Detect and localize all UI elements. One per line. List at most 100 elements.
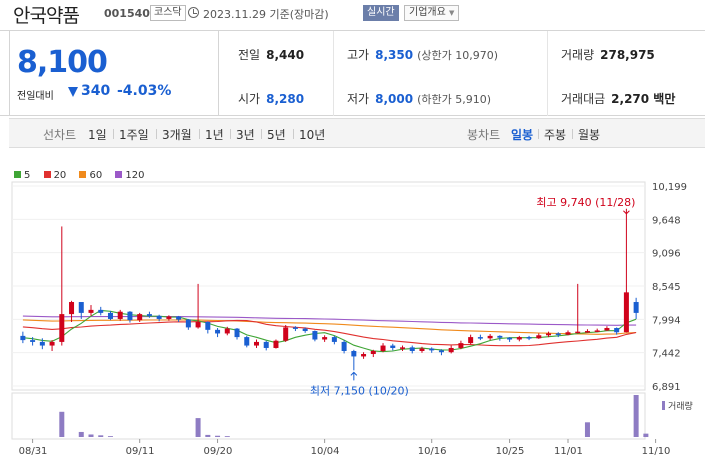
divider xyxy=(261,129,262,139)
metric-label: 저가 xyxy=(347,92,370,106)
ma5-line xyxy=(22,309,637,353)
metric-label: 고가 xyxy=(347,48,370,62)
candle-body xyxy=(409,347,415,351)
volume-bar xyxy=(195,418,201,437)
candle-body xyxy=(127,311,133,321)
candle-body xyxy=(380,345,386,351)
candle-body xyxy=(584,331,590,333)
period-1d[interactable]: 1일 xyxy=(88,128,107,142)
realtime-button[interactable]: 실시간 xyxy=(363,5,399,21)
divider xyxy=(230,129,231,139)
candle-body xyxy=(438,350,444,353)
period-10y[interactable]: 10년 xyxy=(299,128,326,142)
candle-body xyxy=(195,321,201,328)
metric-volume: 거래량 278,975 xyxy=(561,46,655,63)
candle-weekly[interactable]: 주봉 xyxy=(544,128,567,142)
candle-body xyxy=(400,347,406,349)
divider xyxy=(333,31,334,116)
period-3y[interactable]: 3년 xyxy=(236,128,255,142)
line-chart-label: 선차트 xyxy=(43,128,77,142)
candle-body xyxy=(331,337,337,342)
ma120-line xyxy=(22,315,637,326)
current-price-box: 8,100 전일대비 340 -4.03% xyxy=(9,31,219,116)
candle-body xyxy=(468,337,474,344)
candle-daily[interactable]: 일봉 xyxy=(511,128,534,142)
metric-low: 저가 8,000 (하한가 5,910) xyxy=(347,90,491,107)
volume-legend-swatch xyxy=(662,401,665,410)
down-triangle-icon xyxy=(68,87,78,97)
company-info-button[interactable]: 기업개요 ▼ xyxy=(404,5,460,21)
candle-body xyxy=(20,335,26,341)
candle-body xyxy=(205,321,211,330)
lower-limit: (하한가 5,910) xyxy=(417,93,491,106)
market-badge: 코스닥 xyxy=(150,5,186,21)
candle-body xyxy=(98,309,104,313)
candle-body xyxy=(39,341,45,346)
y-tick-label: 9,096 xyxy=(652,249,681,260)
metric-value: 8,280 xyxy=(266,92,305,106)
candle-body xyxy=(166,316,172,319)
x-tick-label: 11/10 xyxy=(642,446,671,457)
volume-frame xyxy=(11,392,646,440)
candle-body xyxy=(429,348,435,351)
divider xyxy=(293,129,294,139)
candle-body xyxy=(117,311,123,319)
current-price: 8,100 xyxy=(17,45,108,80)
volume-bar xyxy=(78,431,84,437)
reference-date: 2023.11.29 기준(장마감) xyxy=(203,8,329,21)
metric-open: 시가 8,280 xyxy=(238,90,304,107)
ma-legend: 5 20 60 120 xyxy=(14,170,155,181)
stock-code: 001540 xyxy=(104,7,150,20)
legend-ma60: 60 xyxy=(79,170,102,181)
legend-label: 120 xyxy=(125,170,145,181)
price-summary: 8,100 전일대비 340 -4.03% 전일 8,440 시가 8,280 고가… xyxy=(0,30,705,116)
candle-body xyxy=(623,292,629,333)
candle-body xyxy=(283,327,289,341)
ma60-line xyxy=(22,319,637,335)
candle-body xyxy=(312,331,318,340)
upper-limit: (상한가 10,970) xyxy=(417,49,498,62)
candle-body xyxy=(604,328,610,331)
candle-body xyxy=(156,315,162,319)
candle-body xyxy=(137,314,143,321)
y-tick-label: 10,199 xyxy=(652,182,687,193)
candle-body xyxy=(487,335,493,339)
min-arrow-icon xyxy=(350,371,358,381)
volume-bar xyxy=(205,434,211,437)
company-name: 안국약품 xyxy=(13,5,80,27)
x-tick-label: 08/31 xyxy=(19,446,48,457)
price-rate: -4.03% xyxy=(117,83,172,99)
divider xyxy=(113,129,114,139)
period-1w[interactable]: 1주일 xyxy=(119,128,149,142)
metric-value: 2,270 백만 xyxy=(611,92,676,106)
candle-body xyxy=(234,328,240,338)
period-3m[interactable]: 3개월 xyxy=(162,128,192,142)
volume-bar xyxy=(584,422,590,437)
diff-label: 전일대비 xyxy=(17,91,54,102)
legend-swatch xyxy=(14,171,21,178)
period-5y[interactable]: 5년 xyxy=(267,128,286,142)
metric-value: 278,975 xyxy=(600,48,655,62)
candle-monthly[interactable]: 월봉 xyxy=(578,128,601,142)
legend-ma120: 120 xyxy=(115,170,145,181)
period-1y[interactable]: 1년 xyxy=(205,128,224,142)
candle-body xyxy=(555,333,561,335)
metric-label: 거래량 xyxy=(561,48,595,62)
metric-label: 전일 xyxy=(238,48,261,62)
divider xyxy=(538,129,539,139)
legend-ma5: 5 xyxy=(14,170,30,181)
volume-bar xyxy=(88,434,94,437)
y-tick-label: 7,994 xyxy=(652,315,681,326)
y-tick-label: 8,545 xyxy=(652,282,681,293)
metric-label: 시가 xyxy=(238,92,261,106)
candle-body xyxy=(59,314,65,342)
candle-body xyxy=(244,337,250,346)
stock-header: 안국약품 001540 코스닥 2023.11.29 기준(장마감) 실시간 기… xyxy=(0,0,705,28)
candlestick-chart[interactable]: 10,199 9,648 9,096 8,545 7,994 7,442 6,891 08/3… xyxy=(0,164,705,465)
candle-body xyxy=(49,341,55,346)
candle-body xyxy=(263,341,269,348)
candle-body xyxy=(458,343,464,348)
metric-high: 고가 8,350 (상한가 10,970) xyxy=(347,46,498,63)
candle-body xyxy=(146,314,152,316)
candle-body xyxy=(507,337,513,340)
